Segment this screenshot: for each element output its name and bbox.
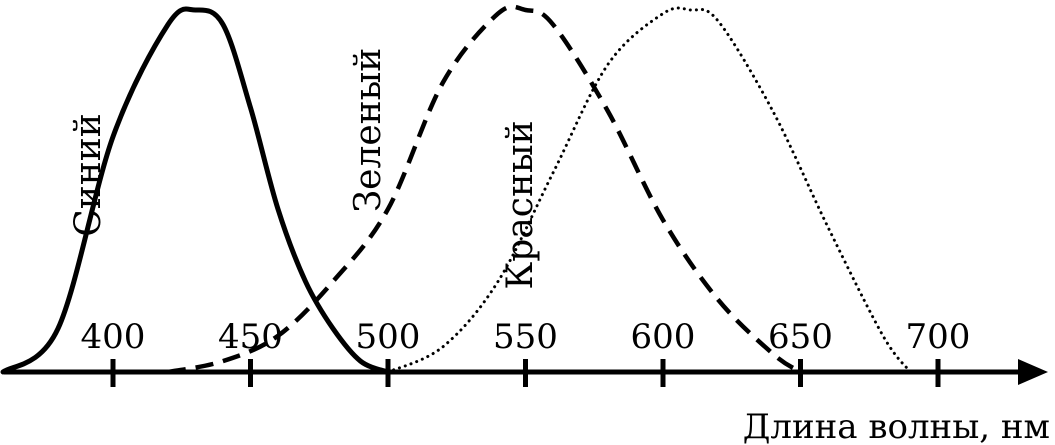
series-line-solid: [0, 6, 391, 375]
series-line-dotted: [386, 6, 912, 374]
x-tick-label: 550: [493, 317, 558, 357]
x-axis-title: Длина волны, нм: [743, 407, 1050, 445]
series-labels-layer: Синий Зеленый Красный: [68, 48, 541, 290]
ticks-layer: 400 450 500 550 600 650 700: [81, 317, 971, 387]
series-label-solid: Синий: [68, 113, 109, 237]
x-axis-arrowhead: [1018, 359, 1048, 385]
series-line-dashed: [167, 4, 802, 375]
x-tick-label: 500: [356, 317, 421, 357]
x-tick-label: 400: [81, 317, 146, 357]
x-tick-label: 450: [218, 317, 283, 357]
series-label-dashed: Зеленый: [348, 48, 389, 213]
x-tick-label: 700: [906, 317, 971, 357]
x-tick-label: 650: [768, 317, 833, 357]
series-label-dotted: Красный: [500, 120, 541, 289]
x-tick-label: 600: [631, 317, 696, 357]
series-layer: [0, 4, 912, 375]
